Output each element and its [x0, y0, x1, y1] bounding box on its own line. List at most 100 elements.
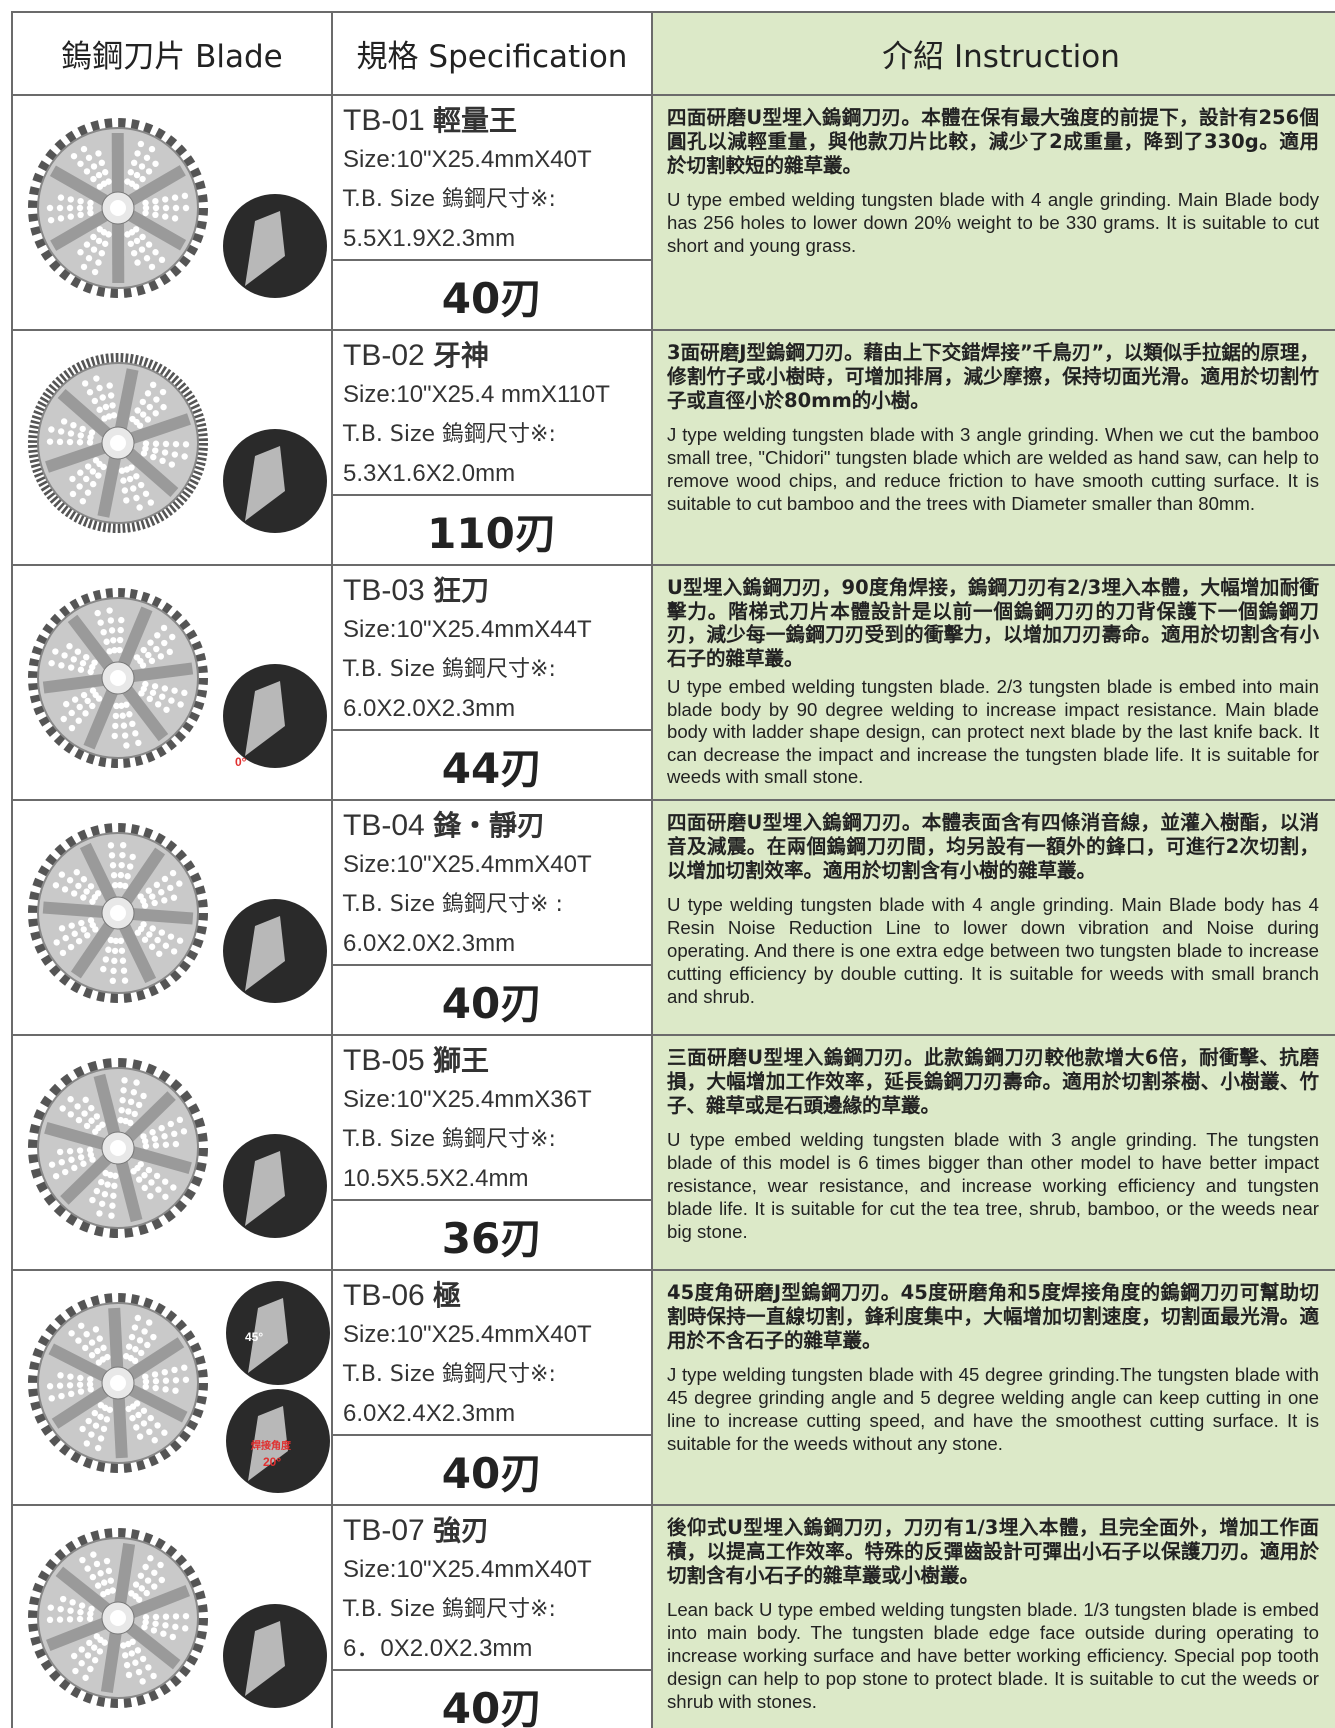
blade-hole: [130, 485, 137, 492]
blade-hole: [130, 249, 138, 257]
blade-hole: [142, 440, 150, 447]
blade-hole: [140, 1407, 148, 1414]
spec-cell: TB-05 獅王 Size:10"X25.4mmX36T T.B. Size 鎢鋼尺…: [331, 1034, 653, 1271]
blade-hole: [91, 659, 98, 666]
blade-hole: [58, 925, 66, 932]
blade-hole: [110, 637, 117, 644]
blade-hole: [67, 1373, 74, 1380]
blade-hole: [133, 473, 140, 480]
blade-hole: [75, 717, 82, 724]
blade-hole: [56, 1382, 64, 1389]
insert-label: 焊接角度: [251, 1439, 292, 1452]
blade-hole: [87, 1665, 94, 1673]
blade-hole: [134, 259, 141, 266]
blade-hole: [118, 467, 126, 474]
blade-hole: [62, 934, 69, 942]
blade-hole: [166, 648, 173, 656]
instruction-zh: U型埋入鎢鋼刀刃，90度角焊接，鎢鋼刀刃有2/3埋入本體，大幅增加耐衝擊力。階梯…: [667, 576, 1319, 670]
blade-hole: [109, 977, 117, 985]
blade-hole: [139, 411, 147, 418]
blade-hole: [148, 943, 156, 950]
blade-hole: [151, 1135, 159, 1142]
blade-hole: [161, 449, 169, 456]
blade-hole: [169, 1633, 177, 1641]
blade-hole: [83, 241, 91, 248]
blade-hole: [136, 1433, 144, 1440]
blade-hole: [135, 1411, 142, 1419]
blade-hole: [120, 477, 127, 484]
model-code: TB-07: [343, 1514, 425, 1547]
blade-hole: [133, 237, 141, 245]
blade-hole: [127, 169, 135, 176]
tooth-shape: [245, 446, 285, 521]
blade-cell: [11, 329, 333, 566]
blade-hole: [125, 1405, 132, 1413]
blade-hole: [80, 894, 87, 901]
blade-hole: [84, 1565, 91, 1572]
tb-size-label: T.B. Size 鎢鋼尺寸※:: [343, 1354, 651, 1394]
blade-hole: [131, 1357, 139, 1365]
blade-hole: [73, 869, 80, 876]
blade-hole: [66, 1382, 74, 1389]
blade-hole: [147, 1414, 154, 1422]
blade-hole: [75, 937, 83, 945]
blade-hole: [56, 1148, 64, 1156]
blade-hole: [69, 1599, 76, 1606]
blade-hole: [134, 1647, 142, 1654]
blade-hole: [77, 197, 84, 205]
blade-hole: [145, 1664, 152, 1671]
model-name: 強刃: [433, 1514, 490, 1547]
blade-hole: [122, 1652, 129, 1659]
tb-label-text: T.B. Size 鎢鋼尺寸※:: [343, 1127, 556, 1152]
blade-hole: [171, 194, 179, 201]
tb-size-label: T.B. Size 鎢鋼尺寸※:: [343, 414, 651, 454]
blade-hole: [132, 1581, 140, 1588]
blade-hole: [107, 842, 115, 849]
blade-hole: [151, 1437, 158, 1444]
blade-hole: [86, 1615, 94, 1622]
instruction-zh: 四面研磨U型埋入鎢鋼刀刃。本體在保有最大強度的前提下，設計有256個圓孔以減輕重…: [667, 106, 1319, 177]
blade-hole: [111, 957, 118, 965]
blade-hole: [138, 246, 146, 253]
blade-hole: [76, 204, 84, 212]
size: Size:10"X25.4mmX36T: [343, 1086, 592, 1113]
blade-hole: [80, 926, 87, 933]
blade-hole: [133, 494, 140, 502]
blade-hole: [120, 722, 128, 729]
blade-hole: [177, 701, 184, 708]
blade-hole: [163, 706, 170, 713]
blade-hole: [172, 1623, 179, 1631]
blade-hole: [144, 1341, 151, 1349]
tb-label-text: T.B. Size 鎢鋼尺寸※:: [343, 422, 556, 447]
blade-hole: [141, 1137, 149, 1145]
blade-hole: [152, 447, 159, 454]
header-cell: 鎢鋼刀片 Blade: [11, 11, 333, 96]
blade-hole: [134, 1314, 142, 1322]
blade-hole: [135, 739, 142, 747]
instruction-cell: 三面研磨U型埋入鎢鋼刀刃。此款鎢鋼刀刃較他款增大6倍，耐衝擊、抗磨損，大幅增加工…: [651, 1034, 1335, 1271]
blade-hole: [151, 1569, 158, 1576]
blade-hole: [180, 1128, 188, 1135]
blade-hole: [160, 624, 168, 632]
blade-hole: [89, 1573, 97, 1581]
instruction-en: J type welding tungsten blade with 45 de…: [667, 1364, 1319, 1454]
blade-hole: [172, 1140, 180, 1148]
blade-hole: [77, 160, 84, 167]
blade-hole: [182, 441, 190, 448]
blade-hole: [170, 948, 178, 955]
blade-hole: [181, 192, 189, 200]
blade-hole: [110, 872, 118, 879]
blade-hole: [142, 445, 149, 452]
blade-hole: [59, 1105, 66, 1112]
blade-hole: [129, 853, 136, 861]
blade-hole: [79, 497, 87, 505]
blade-hole: [90, 175, 97, 183]
blade-hole: [103, 1557, 111, 1565]
blade-hole: [67, 664, 75, 671]
blade-hole: [151, 899, 158, 907]
blade-hole: [152, 440, 160, 447]
blade-hole: [182, 204, 190, 212]
blade-hole: [95, 472, 102, 479]
tooth-shape: [245, 1621, 285, 1696]
blade-hole: [176, 1116, 184, 1124]
